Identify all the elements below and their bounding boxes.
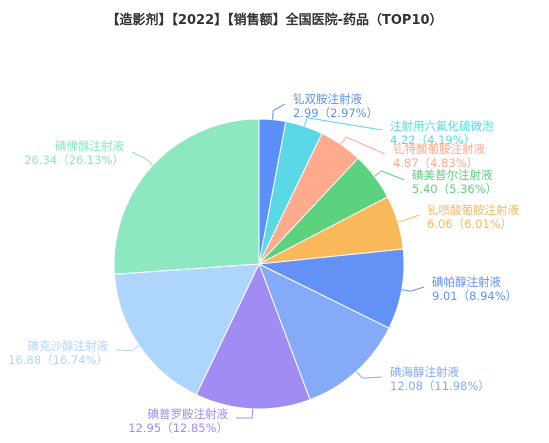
leader-line bbox=[235, 408, 254, 419]
slice-name-label: 碘普罗胺注射液 bbox=[148, 407, 229, 421]
slice-name-label: 钆双胺注射液 bbox=[293, 92, 362, 106]
slice-value-label: 16.88（16.74%） bbox=[8, 353, 108, 367]
leader-line bbox=[374, 170, 405, 181]
slice-name-label: 注射用六氟化硫微泡 bbox=[390, 119, 494, 133]
slice-name-label: 碘海醇注射液 bbox=[390, 365, 459, 379]
leader-line bbox=[356, 371, 383, 379]
leader-line bbox=[401, 286, 425, 292]
slice-name-label: 碘克沙醇注射液 bbox=[28, 339, 109, 353]
leader-line bbox=[303, 117, 383, 131]
slice-name-label: 钆特酸葡胺注射液 bbox=[393, 142, 485, 156]
slice-name-label: 碘佛醇注射液 bbox=[55, 139, 124, 153]
leader-line bbox=[272, 103, 286, 120]
slice-value-label: 9.01（8.94%） bbox=[432, 289, 517, 303]
pie-slice bbox=[258, 262, 390, 401]
leader-line bbox=[131, 151, 154, 166]
pie-slice bbox=[113, 118, 260, 275]
pie-slice bbox=[257, 248, 405, 329]
slice-value-label: 4.87（4.83%） bbox=[393, 156, 478, 170]
pie-slice bbox=[195, 262, 311, 410]
slice-value-label: 6.06（6.01%） bbox=[427, 217, 512, 231]
slice-value-label: 5.40（5.36%） bbox=[412, 182, 497, 196]
slice-value-label: 26.34（26.13%） bbox=[24, 153, 124, 167]
leader-line bbox=[397, 214, 420, 223]
chart-title: 【造影剂】【2022】【销售额】全国医院-药品（TOP10） bbox=[106, 13, 443, 28]
slice-value-label: 12.08（11.98%） bbox=[390, 379, 490, 393]
leader-line bbox=[340, 136, 386, 155]
leader-line bbox=[115, 345, 140, 352]
slice-name-label: 碘美普尔注射液 bbox=[412, 168, 493, 182]
slice-value-label: 4.22（4.19%） bbox=[390, 133, 475, 147]
slice-name-label: 碘帕醇注射液 bbox=[432, 275, 501, 289]
slice-name-label: 钆喷酸葡胺注射液 bbox=[427, 203, 519, 217]
slice-value-label: 12.95（12.85%） bbox=[128, 421, 228, 435]
slice-value-label: 2.99（2.97%） bbox=[293, 106, 378, 120]
